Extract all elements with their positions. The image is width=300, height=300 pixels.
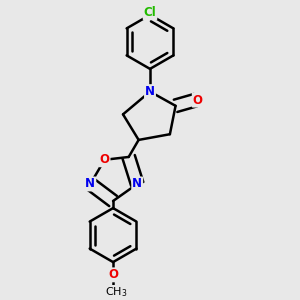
Text: CH$_3$: CH$_3$	[105, 286, 127, 299]
Text: N: N	[132, 178, 142, 190]
Text: N: N	[145, 85, 155, 98]
Text: O: O	[100, 153, 110, 166]
Text: N: N	[85, 178, 95, 190]
Text: O: O	[108, 268, 118, 281]
Text: Cl: Cl	[144, 6, 156, 19]
Text: O: O	[193, 94, 203, 106]
